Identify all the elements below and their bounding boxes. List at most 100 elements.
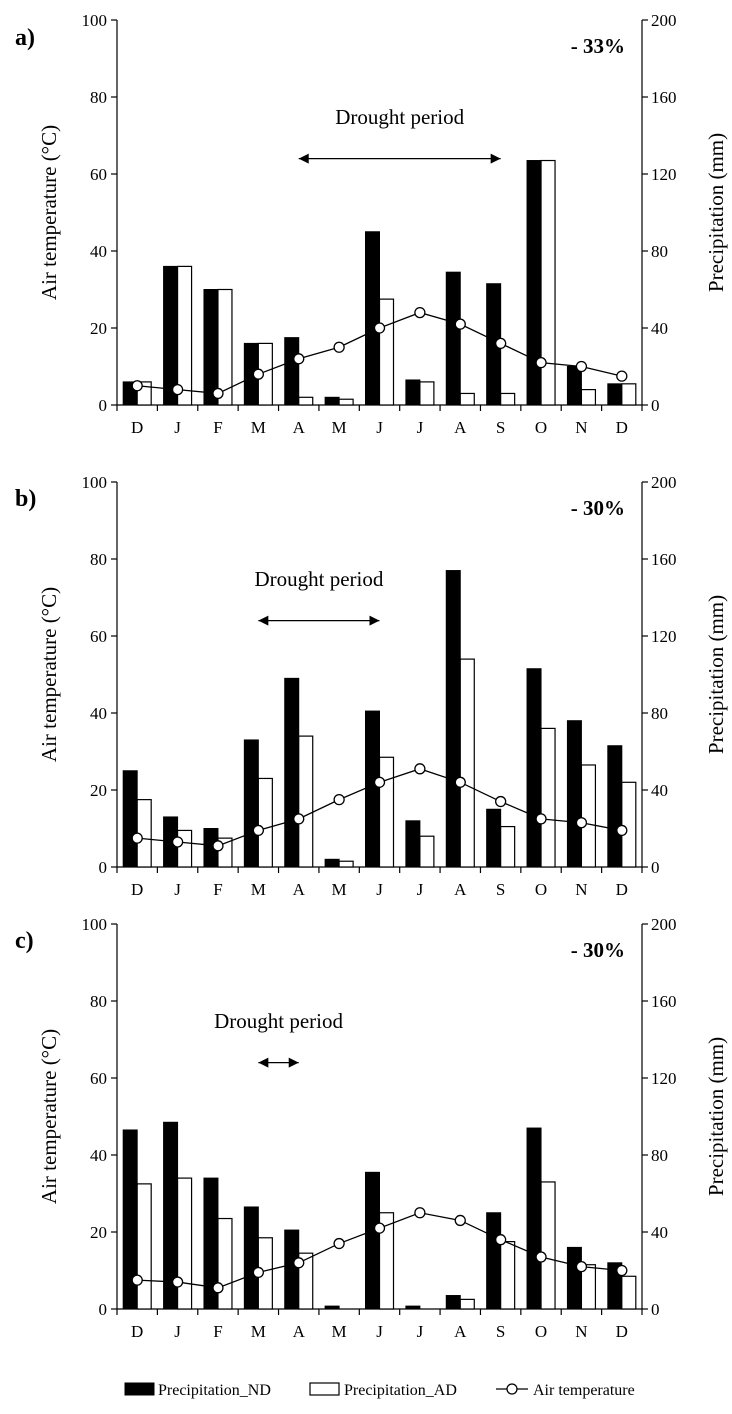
x-tick-label: J <box>417 418 424 437</box>
left-tick-label: 100 <box>82 473 108 492</box>
x-tick-label: A <box>454 418 467 437</box>
x-tick-label: A <box>293 1322 306 1341</box>
x-tick-label: J <box>376 418 383 437</box>
bar-precipitation-ad <box>459 1298 475 1310</box>
right-axis-title: Precipitation (mm) <box>704 133 728 292</box>
bar-precipitation-ad <box>459 658 475 868</box>
air-temperature-point <box>252 824 264 837</box>
drought-period-label: Drought period <box>335 105 464 129</box>
bar-precipitation-nd <box>365 710 380 868</box>
right-tick-label: 40 <box>651 319 668 338</box>
bar-precipitation-nd <box>445 570 461 868</box>
bar-precipitation-ad <box>338 398 354 406</box>
x-tick-label: M <box>332 1322 347 1341</box>
bar-precipitation-nd <box>526 160 542 406</box>
air-temperature-point <box>293 353 305 365</box>
bar-precipitation-ad <box>257 777 273 868</box>
air-temperature-point <box>333 793 345 806</box>
drought-period-label: Drought period <box>214 1009 343 1033</box>
legend-marker <box>506 1383 518 1395</box>
left-axis-title: Air temperature (°C) <box>37 1029 61 1204</box>
legend-swatch-nd <box>124 1382 155 1396</box>
air-temperature-point <box>373 1222 386 1234</box>
legend-label-ad: Precipitation_AD <box>344 1382 457 1399</box>
right-tick-label: 200 <box>651 915 677 934</box>
air-temperature-point <box>616 370 628 382</box>
bar-precipitation-ad <box>298 396 314 406</box>
x-tick-label: J <box>174 880 181 899</box>
bar-precipitation-nd <box>365 231 380 406</box>
right-tick-label: 120 <box>651 1069 677 1088</box>
bar-precipitation-nd <box>566 720 582 868</box>
bar-precipitation-nd <box>566 366 582 406</box>
legend: Precipitation_ND Precipitation_AD Air te… <box>124 1382 635 1399</box>
air-temperature-point <box>414 763 426 775</box>
x-tick-label: J <box>174 1322 181 1341</box>
bar-precipitation-nd <box>284 1229 300 1310</box>
bar-precipitation-ad <box>500 1241 516 1310</box>
right-axis-title: Precipitation (mm) <box>704 595 728 754</box>
air-temperature-point <box>131 832 143 844</box>
drought-period-label: Drought period <box>254 567 383 591</box>
chart-panel-3: 0 20 40 60 80 100 0 40 80 120 160 200 D J F M A M J J A S O N D A… <box>15 915 728 1341</box>
bar-precipitation-nd <box>203 289 219 406</box>
bar-precipitation-ad <box>378 756 395 868</box>
x-tick-label: M <box>251 880 266 899</box>
x-tick-label: S <box>496 880 505 899</box>
bar-precipitation-ad <box>540 1181 556 1310</box>
bar-precipitation-ad <box>580 764 597 868</box>
right-tick-label: 80 <box>651 242 668 261</box>
air-temperature-point <box>293 813 305 825</box>
x-tick-label: M <box>251 418 266 437</box>
air-temperature-point <box>414 1207 426 1219</box>
left-tick-label: 0 <box>99 1300 108 1319</box>
legend-swatch-ad <box>309 1382 340 1396</box>
bar-precipitation-ad <box>580 1264 597 1310</box>
bar-precipitation-ad <box>217 288 233 406</box>
bar-precipitation-nd <box>243 1206 259 1310</box>
left-tick-label: 80 <box>90 88 107 107</box>
bar-precipitation-nd <box>486 808 502 868</box>
bar-precipitation-nd <box>163 265 179 406</box>
left-tick-label: 40 <box>90 242 107 261</box>
x-tick-label: O <box>535 1322 547 1341</box>
x-tick-label: F <box>213 880 222 899</box>
x-tick-label: J <box>417 1322 424 1341</box>
air-temperature-point <box>495 337 507 350</box>
x-tick-label: J <box>376 1322 383 1341</box>
bar-precipitation-ad <box>136 1183 152 1310</box>
air-temperature-point <box>212 387 224 400</box>
air-temperature-point <box>495 795 507 808</box>
bar-precipitation-nd <box>365 1171 380 1310</box>
right-tick-label: 160 <box>651 550 677 569</box>
left-tick-label: 40 <box>90 704 107 723</box>
reduction-annotation: - 33% <box>571 34 625 58</box>
air-temperature-point <box>212 1282 224 1294</box>
bar-precipitation-ad <box>500 392 516 406</box>
air-temperature-point <box>293 1257 305 1269</box>
x-tick-label: A <box>454 1322 467 1341</box>
left-tick-label: 40 <box>90 1146 107 1165</box>
bar-precipitation-ad <box>378 298 395 406</box>
air-temperature-point <box>535 356 547 369</box>
air-temperature-point <box>131 380 143 392</box>
x-tick-label: J <box>174 418 181 437</box>
x-tick-label: S <box>496 418 505 437</box>
x-tick-label: F <box>213 418 222 437</box>
bar-precipitation-ad <box>540 159 556 406</box>
legend-label-nd: Precipitation_ND <box>158 1382 271 1399</box>
left-axis-title: Air temperature (°C) <box>37 125 61 300</box>
air-temperature-point <box>333 1237 345 1250</box>
bar-precipitation-nd <box>486 1212 502 1310</box>
left-tick-label: 0 <box>99 396 108 415</box>
left-axis-title: Air temperature (°C) <box>37 587 61 762</box>
left-tick-label: 20 <box>90 781 107 800</box>
drought-arrow-head-right <box>490 153 501 164</box>
air-temperature-point <box>252 1266 264 1279</box>
air-temperature-point <box>212 840 224 852</box>
panel-label: c) <box>15 928 34 954</box>
right-tick-label: 0 <box>651 858 660 877</box>
bar-precipitation-nd <box>526 1127 542 1310</box>
panel-label: b) <box>15 486 36 512</box>
